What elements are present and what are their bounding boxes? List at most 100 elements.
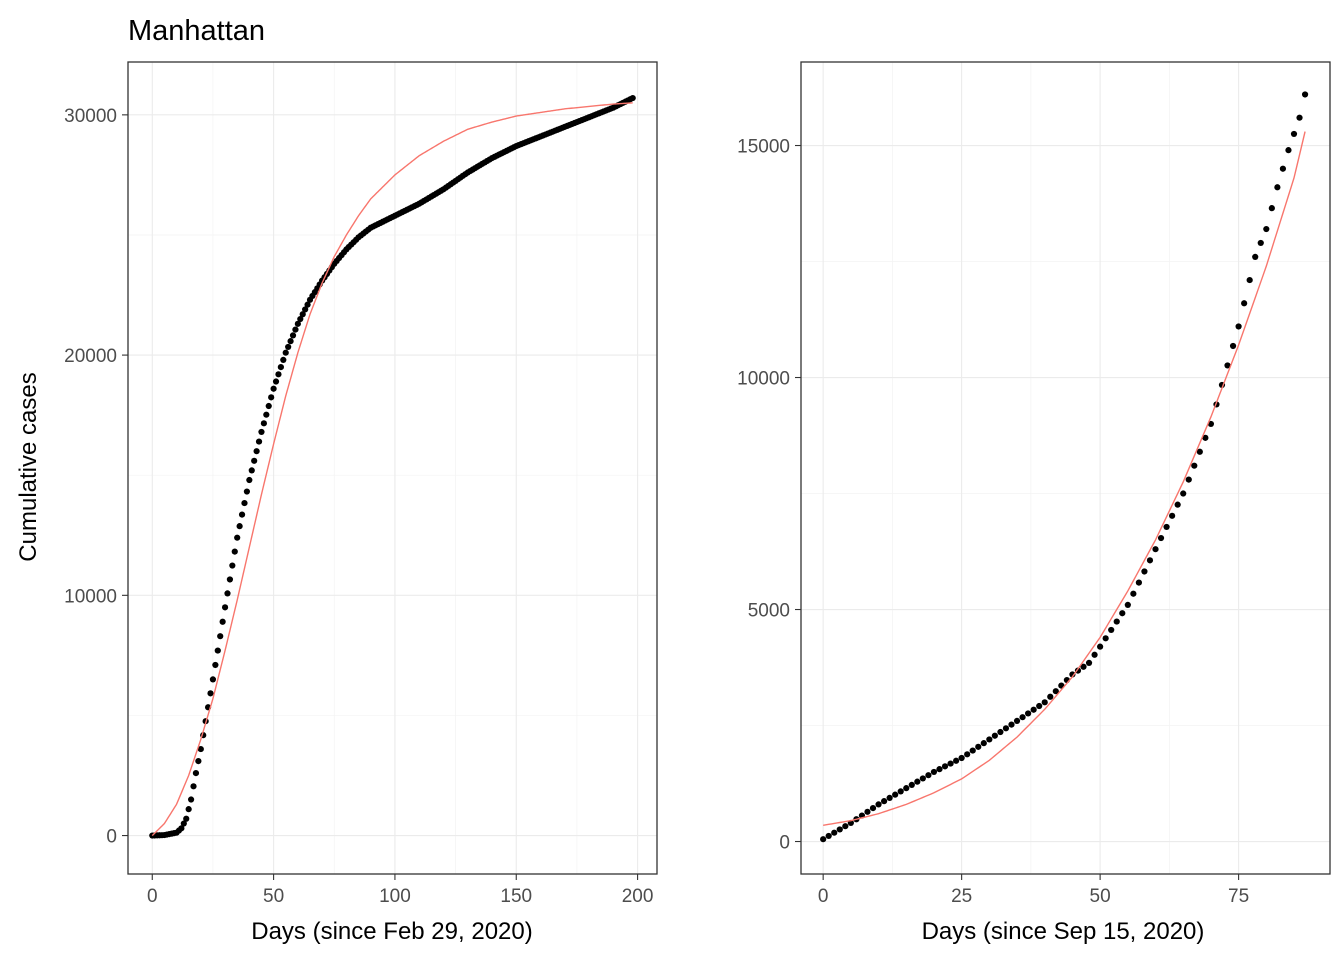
left-data-point <box>214 647 221 654</box>
left-x-tick-label: 100 <box>379 886 411 907</box>
right-data-point <box>947 760 954 767</box>
right-data-point <box>1030 706 1037 713</box>
left-data-point <box>304 301 311 308</box>
left-data-point <box>185 806 192 813</box>
right-data-point <box>908 781 915 789</box>
right-y-tick-label: 5000 <box>748 601 790 622</box>
left-data-point <box>270 385 277 392</box>
right-data-point <box>1102 635 1109 642</box>
left-data-point <box>275 371 282 378</box>
left-data-point <box>197 745 204 753</box>
left-data-point <box>190 783 197 790</box>
left-y-tick-label: 0 <box>106 827 117 848</box>
right-panel-border <box>800 61 1331 875</box>
right-data-point <box>1285 147 1292 154</box>
left-data-point <box>207 690 214 697</box>
left-data-point <box>212 661 219 669</box>
right-data-point <box>1052 688 1059 695</box>
right-data-point <box>1091 651 1098 658</box>
right-data-point <box>925 772 932 779</box>
right-data-point <box>1130 590 1137 597</box>
left-data-point <box>248 467 255 474</box>
left-data-point <box>231 548 238 555</box>
right-x-tick-label: 50 <box>1090 886 1111 907</box>
right-data-point <box>869 805 877 812</box>
right-data-point <box>825 832 832 840</box>
right-data-point <box>1263 225 1270 233</box>
right-data-point <box>1141 568 1148 575</box>
right-x-tick-label: 0 <box>818 886 829 907</box>
right-data-point <box>1002 725 1010 732</box>
right-data-point <box>975 743 982 750</box>
left-data-point <box>285 343 292 351</box>
left-data-point <box>282 349 289 356</box>
right-data-point <box>1202 434 1209 441</box>
right-data-point <box>914 778 921 785</box>
right-data-point <box>1080 663 1087 670</box>
right-data-point <box>980 740 987 747</box>
left-data-point <box>292 326 299 333</box>
right-data-point <box>1235 323 1242 330</box>
left-data-point <box>234 534 241 541</box>
right-data-point <box>820 836 827 843</box>
right-y-tick-label: 15000 <box>737 137 790 158</box>
left-data-point <box>255 438 263 445</box>
right-data-point <box>1036 702 1043 710</box>
right-data-point <box>892 791 899 798</box>
right-data-point <box>875 801 882 808</box>
right-data-point <box>1279 165 1287 172</box>
left-data-point <box>209 676 217 683</box>
right-data-point <box>1108 626 1115 634</box>
left-data-point <box>246 476 253 484</box>
right-data-point <box>1246 276 1253 284</box>
right-data-point <box>1124 601 1131 608</box>
right-data-point <box>1146 557 1154 564</box>
left-data-point <box>268 394 275 401</box>
right-data-point <box>1025 710 1032 717</box>
right-data-point <box>958 754 965 762</box>
left-data-point <box>253 448 260 455</box>
left-data-point <box>299 311 306 318</box>
right-data-point <box>991 732 998 739</box>
right-data-point <box>903 785 910 792</box>
left-data-point <box>265 402 272 410</box>
left-x-tick-label: 150 <box>500 886 532 907</box>
left-data-point <box>280 356 287 363</box>
left-data-point <box>192 770 200 777</box>
left-y-tick-label: 30000 <box>64 106 117 127</box>
right-data-point <box>842 823 849 830</box>
left-data-point <box>260 420 267 427</box>
right-panel: 0 25 50 75 0 5000 10000 15000 <box>737 61 1331 907</box>
left-x-axis-title: Days (since Feb 29, 2020) <box>251 918 532 945</box>
right-data-point <box>1180 490 1187 497</box>
left-data-point <box>226 576 234 583</box>
left-data-point <box>178 825 185 832</box>
left-x-tick-label: 200 <box>622 886 654 907</box>
left-y-tick-label: 10000 <box>64 586 117 607</box>
right-data-point <box>1174 501 1181 508</box>
right-x-tick-label: 75 <box>1228 886 1249 907</box>
right-data-point <box>1296 114 1303 121</box>
left-data-point <box>180 820 187 827</box>
right-data-point <box>1290 130 1298 138</box>
right-data-point <box>836 826 843 833</box>
right-data-point <box>964 751 971 758</box>
right-data-point <box>1196 448 1203 455</box>
right-data-point <box>1113 618 1120 625</box>
right-data-point <box>864 808 871 815</box>
right-data-point <box>1085 659 1093 666</box>
right-data-point <box>986 736 993 743</box>
right-data-point <box>1047 693 1054 700</box>
left-data-point <box>243 488 250 495</box>
right-data-point <box>1019 714 1026 721</box>
right-data-point <box>1185 476 1192 483</box>
right-data-point <box>997 728 1004 736</box>
left-panel: 0 50 100 150 200 0 10000 20000 30000 <box>64 61 658 907</box>
right-data-point <box>1069 671 1076 678</box>
right-data-point <box>1041 699 1048 706</box>
right-data-point <box>886 794 893 802</box>
left-panel-border <box>127 61 658 875</box>
right-fit-line <box>823 131 1306 826</box>
left-data-point <box>241 499 248 507</box>
